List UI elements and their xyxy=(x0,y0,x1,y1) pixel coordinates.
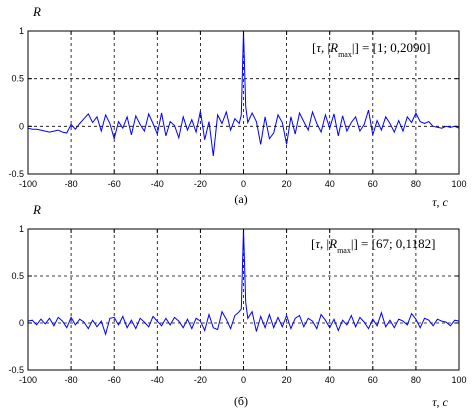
x-tick-label: 0 xyxy=(241,179,246,189)
x-tick-label: 100 xyxy=(451,375,466,385)
panel-caption: (б) xyxy=(234,394,248,408)
plot-area xyxy=(28,229,459,370)
x-tick-label: 40 xyxy=(325,375,335,385)
chart-panel-1: -100 -80 -60 -40 -20 0 20 40 60 80 100 -0.5 0 0.5 1Rτ,… xyxy=(8,4,466,209)
panel-caption: (a) xyxy=(234,192,247,206)
y-axis-label: R xyxy=(32,4,41,19)
x-tick-label: 40 xyxy=(325,179,335,189)
x-tick-label: -60 xyxy=(108,179,121,189)
y-tick-label: 1 xyxy=(19,224,24,234)
x-tick-label: -20 xyxy=(194,179,207,189)
x-tick-label: -60 xyxy=(108,375,121,385)
x-tick-label: 60 xyxy=(368,375,378,385)
x-tick-label: -80 xyxy=(65,375,78,385)
x-axis-label: τ, c xyxy=(432,195,448,209)
x-tick-label: 60 xyxy=(368,179,378,189)
x-tick-label: -40 xyxy=(151,375,164,385)
x-tick-label: 0 xyxy=(241,375,246,385)
x-tick-label: -80 xyxy=(65,179,78,189)
annotation: [τ, |Rmax|] = [67; 0,1182] xyxy=(311,236,435,255)
x-tick-label: -40 xyxy=(151,179,164,189)
x-tick-label: -100 xyxy=(19,179,37,189)
x-tick-label: 80 xyxy=(411,179,421,189)
y-tick-label: 0 xyxy=(19,318,24,328)
y-tick-label: 0.5 xyxy=(11,74,24,84)
chart-panel-2: -100 -80 -60 -40 -20 0 20 40 60 80 100 -0.5 0 0.5 1Rτ,… xyxy=(8,202,466,409)
annotation: [τ, |Rmax|] = [1; 0,2090] xyxy=(312,40,430,59)
plot-area xyxy=(28,31,459,174)
y-tick-label: -0.5 xyxy=(8,365,24,375)
y-tick-label: -0.5 xyxy=(8,169,24,179)
y-axis-label: R xyxy=(32,202,41,217)
x-tick-label: -20 xyxy=(194,375,207,385)
x-tick-label: 100 xyxy=(451,179,466,189)
x-tick-label: 80 xyxy=(411,375,421,385)
x-tick-label: 20 xyxy=(282,179,292,189)
x-tick-label: 20 xyxy=(282,375,292,385)
x-tick-label: -100 xyxy=(19,375,37,385)
y-tick-label: 1 xyxy=(19,26,24,36)
y-tick-label: 0 xyxy=(19,121,24,131)
y-tick-label: 0.5 xyxy=(11,271,24,281)
x-axis-label: τ, c xyxy=(432,395,448,409)
